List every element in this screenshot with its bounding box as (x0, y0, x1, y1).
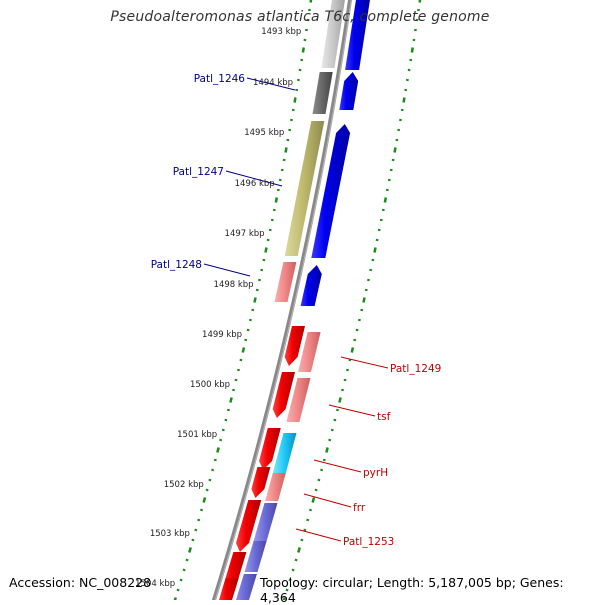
label-leader-line (329, 405, 375, 416)
kbp-label: 1498 kbp (214, 280, 254, 290)
kbp-label: 1501 kbp (177, 430, 217, 440)
forward-cds (301, 265, 322, 306)
major-tick (217, 448, 218, 453)
minor-tick (319, 479, 320, 481)
minor-tick (226, 419, 227, 421)
minor-tick (233, 389, 234, 391)
gene-label-right: Patl_1253 (343, 536, 394, 548)
kbp-label: 1496 kbp (235, 179, 275, 189)
outer-tick-ring (174, 0, 311, 600)
minor-tick (215, 459, 216, 461)
kbp-label: 1495 kbp (244, 128, 284, 138)
minor-tick (329, 439, 330, 441)
label-leader-line (341, 357, 388, 368)
minor-tick (223, 429, 224, 431)
forward-cds (339, 72, 358, 110)
major-tick (276, 198, 277, 203)
major-tick (303, 48, 304, 53)
minor-tick (337, 409, 338, 411)
gene-label-left: Patl_1246 (194, 73, 246, 85)
kbp-label: 1494 kbp (253, 78, 293, 88)
major-tick (420, 0, 421, 3)
major-tick (339, 398, 340, 403)
minor-tick (305, 529, 306, 531)
minor-tick (210, 479, 211, 481)
major-tick (254, 298, 255, 303)
minor-tick (193, 539, 194, 541)
minor-tick (196, 529, 197, 531)
major-tick (326, 448, 327, 453)
kbp-label: 1502 kbp (164, 480, 204, 490)
minor-tick (310, 509, 311, 511)
minor-tick (207, 489, 208, 491)
major-tick (286, 148, 287, 153)
minor-tick (335, 419, 336, 421)
gene-label-right: Patl_1249 (390, 363, 441, 375)
minor-tick (307, 519, 308, 521)
major-tick (404, 98, 405, 103)
kbp-label: 1499 kbp (202, 330, 242, 340)
accession-text: Accession: NC_008228 (9, 575, 151, 590)
major-tick (395, 148, 396, 153)
gene-label-right: frr (353, 502, 366, 514)
major-tick (313, 498, 314, 503)
minor-tick (201, 509, 202, 511)
gene-label-left: Patl_1248 (151, 259, 202, 271)
topology-text: Topology: circular; Length: 5,187,005 bp… (260, 575, 600, 605)
minor-tick (184, 569, 185, 571)
minor-tick (324, 459, 325, 461)
minor-tick (220, 439, 221, 441)
major-tick (295, 98, 296, 103)
label-leader-line (204, 264, 250, 276)
label-leader-line (304, 494, 351, 507)
major-tick (311, 0, 312, 3)
major-tick (204, 498, 205, 503)
minor-tick (212, 469, 213, 471)
minor-tick (342, 389, 343, 391)
gene-gray-dark (313, 72, 333, 114)
major-tick (189, 548, 190, 553)
major-tick (352, 348, 353, 353)
minor-tick (293, 569, 294, 571)
minor-tick (228, 409, 229, 411)
major-tick (412, 48, 413, 53)
gene-slate (245, 541, 267, 572)
minor-tick (321, 469, 322, 471)
minor-tick (316, 489, 317, 491)
major-tick (243, 348, 244, 353)
minor-tick (238, 369, 239, 371)
minor-tick (181, 579, 182, 581)
minor-tick (347, 369, 348, 371)
minor-tick (332, 429, 333, 431)
kbp-label: 1497 kbp (225, 229, 265, 239)
major-tick (298, 548, 299, 553)
gene-label-right: pyrH (363, 467, 388, 479)
kbp-label: 1503 kbp (150, 529, 190, 539)
major-tick (374, 248, 375, 253)
minor-tick (302, 539, 303, 541)
major-tick (230, 398, 231, 403)
kbp-label: 1500 kbp (190, 380, 230, 390)
map-title: Pseudoalteromonas atlantica T6c, complet… (0, 9, 600, 25)
major-tick (265, 248, 266, 253)
gene-label-left: Patl_1247 (173, 166, 224, 178)
minor-tick (296, 559, 297, 561)
major-tick (385, 198, 386, 203)
gene-pink (265, 473, 286, 501)
minor-tick (178, 589, 179, 591)
minor-tick (198, 519, 199, 521)
minor-tick (187, 559, 188, 561)
major-tick (363, 298, 364, 303)
kbp-label: 1493 kbp (261, 27, 301, 37)
gene-label-right: tsf (377, 411, 391, 423)
